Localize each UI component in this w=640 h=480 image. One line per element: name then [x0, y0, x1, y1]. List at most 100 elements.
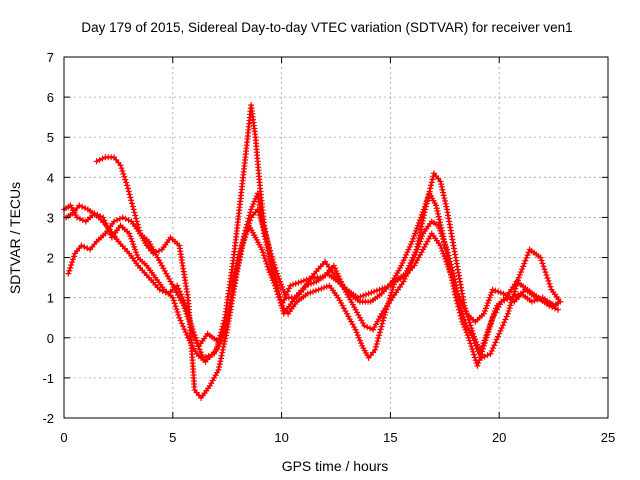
data-point-marker — [113, 217, 120, 224]
data-point-marker — [379, 320, 386, 327]
data-point-marker — [477, 352, 484, 359]
data-point-marker — [482, 334, 489, 341]
data-point-marker — [514, 280, 521, 287]
data-point-marker — [225, 308, 232, 315]
data-point-marker — [385, 300, 392, 307]
data-point-marker — [466, 319, 473, 326]
data-point-marker — [192, 337, 199, 344]
data-point-marker — [124, 182, 131, 189]
data-point-marker — [501, 319, 508, 326]
data-point-marker — [481, 337, 488, 344]
data-point-marker — [492, 308, 499, 315]
data-point-marker — [436, 225, 443, 232]
data-point-marker — [129, 238, 136, 245]
data-point-marker — [259, 220, 266, 227]
data-point-marker — [397, 275, 404, 282]
data-point-marker — [439, 247, 446, 254]
data-point-marker — [428, 179, 435, 186]
data-point-marker — [181, 326, 188, 333]
data-point-marker — [451, 282, 458, 289]
data-point-marker — [306, 275, 313, 282]
data-point-marker — [122, 215, 129, 222]
data-point-marker — [395, 276, 402, 283]
series-arc-3 — [93, 154, 564, 401]
data-point-marker — [134, 221, 141, 228]
data-point-marker — [262, 232, 269, 239]
data-point-marker — [439, 233, 446, 240]
data-point-marker — [189, 328, 196, 335]
data-point-marker — [377, 326, 384, 333]
data-point-marker — [270, 279, 277, 286]
data-point-marker — [429, 176, 436, 183]
data-point-marker — [122, 176, 129, 183]
data-point-marker — [220, 331, 227, 338]
data-point-marker — [159, 287, 166, 294]
data-point-marker — [302, 282, 309, 289]
data-point-marker — [224, 311, 231, 318]
data-point-marker — [421, 209, 428, 216]
data-point-marker — [483, 302, 490, 309]
data-point-marker — [127, 233, 134, 240]
series-arc-4 — [63, 202, 559, 361]
data-point-marker — [121, 173, 128, 180]
data-point-marker — [493, 305, 500, 312]
data-point-marker — [169, 294, 176, 301]
data-point-marker — [222, 323, 229, 330]
data-point-marker — [247, 217, 254, 224]
data-point-marker — [133, 249, 140, 256]
data-point-marker — [222, 320, 229, 327]
data-point-marker — [292, 280, 299, 287]
data-point-marker — [96, 156, 103, 163]
data-point-marker — [236, 251, 243, 258]
data-point-marker — [202, 353, 209, 360]
data-point-marker — [376, 286, 383, 293]
y-tick-label: 1 — [47, 291, 54, 306]
data-point-marker — [474, 362, 481, 369]
data-point-marker — [356, 337, 363, 344]
data-point-marker — [275, 294, 282, 301]
data-point-marker — [541, 297, 548, 304]
data-point-marker — [310, 279, 317, 286]
data-point-marker — [522, 257, 529, 264]
data-point-marker — [422, 206, 429, 213]
data-point-marker — [433, 202, 440, 209]
data-point-marker — [472, 338, 479, 345]
data-point-marker — [443, 203, 450, 210]
data-point-marker — [307, 289, 314, 296]
data-point-marker — [513, 282, 520, 289]
data-point-marker — [267, 250, 274, 257]
y-tick-label: 2 — [47, 251, 54, 266]
data-point-marker — [533, 294, 540, 301]
data-point-marker — [260, 223, 267, 230]
data-point-marker — [123, 179, 130, 186]
data-point-marker — [276, 275, 283, 282]
data-point-marker — [425, 194, 432, 201]
x-tick-label: 5 — [169, 430, 176, 445]
data-point-marker — [505, 307, 512, 314]
data-point-marker — [470, 351, 477, 358]
data-point-marker — [538, 257, 545, 264]
data-point-marker — [467, 322, 474, 329]
data-point-marker — [473, 341, 480, 348]
data-point-marker — [194, 340, 201, 347]
data-point-marker — [263, 260, 270, 267]
data-point-marker — [484, 300, 491, 307]
data-point-marker — [546, 300, 553, 307]
data-point-marker — [486, 324, 493, 331]
data-point-marker — [187, 320, 194, 327]
data-point-marker — [242, 231, 249, 238]
data-point-marker — [238, 243, 245, 250]
data-point-marker — [217, 358, 224, 365]
data-point-marker — [79, 217, 86, 224]
data-point-marker — [171, 300, 178, 307]
data-point-marker — [416, 232, 423, 239]
data-point-marker — [176, 288, 183, 295]
data-point-marker — [200, 354, 207, 361]
data-point-marker — [492, 339, 499, 346]
data-point-marker — [367, 325, 374, 332]
data-point-marker — [392, 277, 399, 284]
data-point-marker — [516, 271, 523, 278]
data-point-marker — [249, 203, 256, 210]
data-point-marker — [399, 259, 406, 266]
data-point-marker — [129, 200, 135, 207]
